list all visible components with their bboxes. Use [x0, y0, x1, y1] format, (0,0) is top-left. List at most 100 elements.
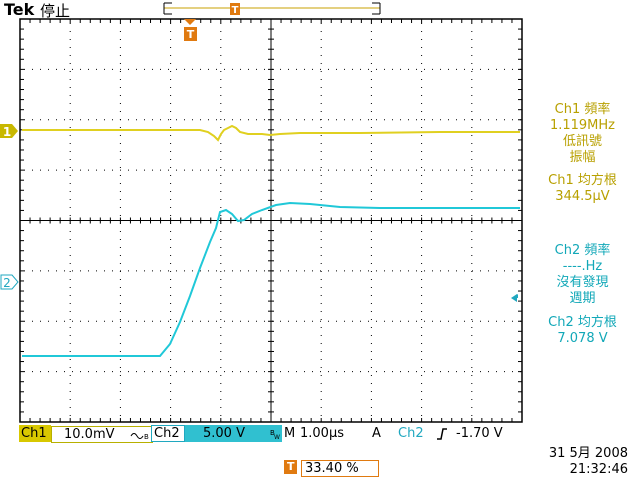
grid-dot — [504, 169, 505, 171]
grid-dot — [496, 371, 497, 373]
grid-dot — [440, 320, 441, 322]
grid-dot — [170, 399, 172, 400]
ch2-scale-box[interactable]: 5.00 V B W — [185, 425, 282, 442]
grid-dot — [184, 270, 185, 272]
grid-dot — [471, 103, 473, 104]
grid-dot — [232, 270, 233, 272]
grid-dot — [370, 215, 372, 216]
grid-dot — [220, 327, 222, 328]
grid-dot — [320, 399, 322, 400]
grid-dot — [220, 335, 222, 336]
grid-dot — [384, 119, 385, 121]
grid-dot — [471, 87, 473, 88]
grid-dot — [69, 295, 71, 296]
ch1-scale-box[interactable]: 10.0mV B — [51, 426, 153, 443]
ch2-status-tab[interactable]: Ch2 — [151, 425, 185, 442]
grid-dot — [220, 383, 222, 384]
grid-dot — [170, 375, 172, 376]
grid-dot — [328, 371, 329, 373]
grid-dot — [480, 320, 481, 322]
grid-dot — [296, 68, 297, 70]
grid-dot — [220, 375, 222, 376]
grid-dot — [69, 63, 71, 64]
grid-dot — [496, 320, 497, 322]
grid-dot — [69, 167, 71, 168]
trigger-source[interactable]: Ch2 — [398, 426, 424, 441]
grid-dot — [69, 327, 71, 328]
grid-dot — [432, 68, 433, 70]
grid-dot — [320, 207, 322, 208]
grid-dot — [421, 279, 423, 280]
grid-dot — [320, 151, 322, 152]
grid-dot — [421, 215, 423, 216]
grid-dot — [370, 23, 372, 24]
grid-dot — [69, 231, 71, 232]
ch2-ground-marker[interactable]: 2 — [0, 274, 19, 290]
grid-dot — [64, 371, 65, 373]
grid-dot — [368, 119, 369, 121]
grid-dot — [170, 103, 172, 104]
grid-dot — [480, 169, 481, 171]
grid-dot — [64, 270, 65, 272]
grid-dot — [471, 47, 473, 48]
grid-dot — [471, 391, 473, 392]
grid-dot — [496, 119, 497, 121]
grid-dot — [400, 119, 401, 121]
grid-dot — [208, 270, 209, 272]
grid-dot — [160, 270, 161, 272]
grid-dot — [320, 175, 322, 176]
grid-dot — [352, 169, 353, 171]
grid-dot — [360, 68, 361, 70]
grid-dot — [288, 169, 289, 171]
grid-dot — [224, 119, 225, 121]
grid-dot — [488, 169, 489, 171]
grid-dot — [168, 119, 169, 121]
grid-dot — [80, 68, 81, 70]
grid-dot — [144, 320, 145, 322]
trigger-position-marker[interactable]: T — [184, 19, 197, 41]
ch1-status-tab[interactable]: Ch1 — [19, 425, 51, 442]
grid-dot — [119, 287, 121, 288]
grid-dot — [370, 111, 372, 112]
grid-dot — [421, 375, 423, 376]
grid-dot — [256, 270, 257, 272]
grid-dot — [320, 407, 322, 408]
grid-dot — [370, 199, 372, 200]
grid-dot — [56, 270, 57, 272]
grid-dot — [144, 169, 145, 171]
grid-dot — [376, 119, 377, 121]
trigger-level[interactable]: -1.70 V — [456, 426, 503, 441]
acquisition-state: 停止 — [40, 2, 71, 20]
grid-dot — [40, 371, 41, 373]
grid-dot — [48, 371, 49, 373]
grid-dot — [264, 320, 265, 322]
grid-dot — [421, 31, 423, 32]
grid-dot — [368, 320, 369, 322]
grid-dot — [512, 371, 513, 373]
grid-dot — [220, 103, 222, 104]
grid-dot — [200, 320, 201, 322]
grid-dot — [119, 271, 121, 272]
ch1-freq-note-2: 振幅 — [569, 150, 596, 165]
grid-dot — [368, 169, 369, 171]
grid-dot — [504, 320, 505, 322]
timebase-value[interactable]: 1.00µs — [300, 426, 344, 441]
grid-dot — [370, 287, 372, 288]
grid-dot — [119, 383, 121, 384]
grid-dot — [280, 371, 281, 373]
grid-dot — [69, 151, 71, 152]
grid-dot — [216, 68, 217, 70]
grid-dot — [168, 371, 169, 373]
grid-dot — [424, 270, 425, 272]
grid-dot — [471, 343, 473, 344]
grid-dot — [119, 111, 121, 112]
grid-dot — [220, 111, 222, 112]
grid-dot — [144, 371, 145, 373]
grid-dot — [456, 371, 457, 373]
grid-dot — [421, 95, 423, 96]
trigger-position-box[interactable]: 33.40 % — [301, 460, 379, 477]
grid-dot — [69, 127, 71, 128]
grid-dot — [360, 320, 361, 322]
ch1-ground-marker[interactable]: 1 — [0, 124, 18, 139]
grid-dot — [72, 320, 73, 322]
